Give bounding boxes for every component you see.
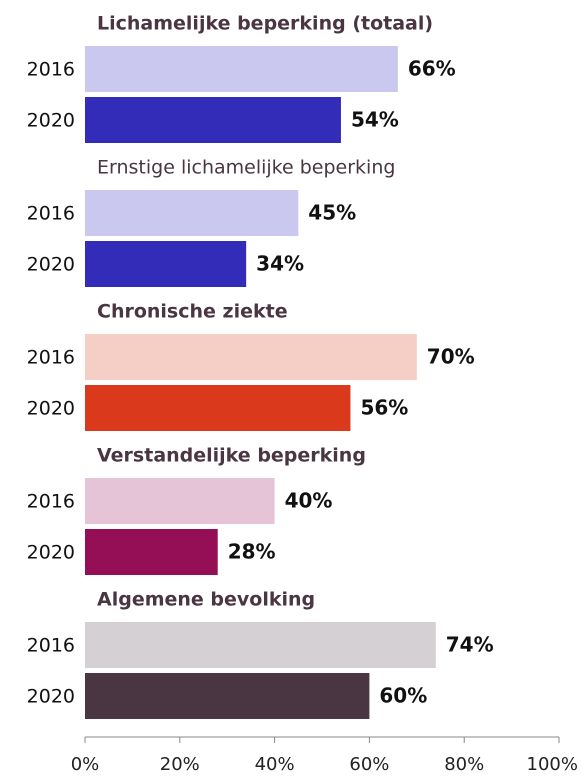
bar — [85, 529, 218, 575]
value-label: 74% — [446, 633, 494, 657]
year-label: 2020 — [27, 542, 75, 564]
bar — [85, 190, 299, 236]
bar — [85, 385, 351, 431]
value-label: 60% — [379, 684, 427, 708]
group-title: Lichamelijke beperking (totaal) — [97, 13, 433, 35]
value-label: 40% — [285, 489, 333, 513]
group-title: Algemene bevolking — [97, 589, 315, 611]
year-label: 2016 — [27, 203, 75, 225]
bar — [85, 97, 341, 143]
x-tick-label: 80% — [444, 754, 484, 775]
bar — [85, 46, 398, 92]
bar — [85, 241, 247, 287]
x-tick-label: 100% — [527, 754, 578, 775]
year-label: 2016 — [27, 59, 75, 81]
value-label: 56% — [360, 396, 408, 420]
value-label: 54% — [351, 108, 399, 132]
x-tick-label: 0% — [71, 754, 100, 775]
bar — [85, 334, 417, 380]
year-label: 2016 — [27, 491, 75, 513]
year-label: 2020 — [27, 398, 75, 420]
group-title: Verstandelijke beperking — [97, 445, 366, 467]
x-tick-label: 40% — [255, 754, 295, 775]
x-tick-label: 20% — [160, 754, 200, 775]
bar — [85, 478, 275, 524]
x-tick-label: 60% — [349, 754, 389, 775]
bar — [85, 622, 436, 668]
year-label: 2016 — [27, 347, 75, 369]
value-label: 70% — [427, 345, 475, 369]
year-label: 2020 — [27, 110, 75, 132]
year-label: 2020 — [27, 686, 75, 708]
value-label: 66% — [408, 57, 456, 81]
year-label: 2020 — [27, 254, 75, 276]
group-title: Chronische ziekte — [97, 301, 288, 323]
bar — [85, 673, 370, 719]
value-label: 34% — [256, 252, 304, 276]
value-label: 28% — [228, 540, 276, 564]
value-label: 45% — [308, 201, 356, 225]
year-label: 2016 — [27, 635, 75, 657]
group-title: Ernstige lichamelijke beperking — [97, 157, 395, 179]
